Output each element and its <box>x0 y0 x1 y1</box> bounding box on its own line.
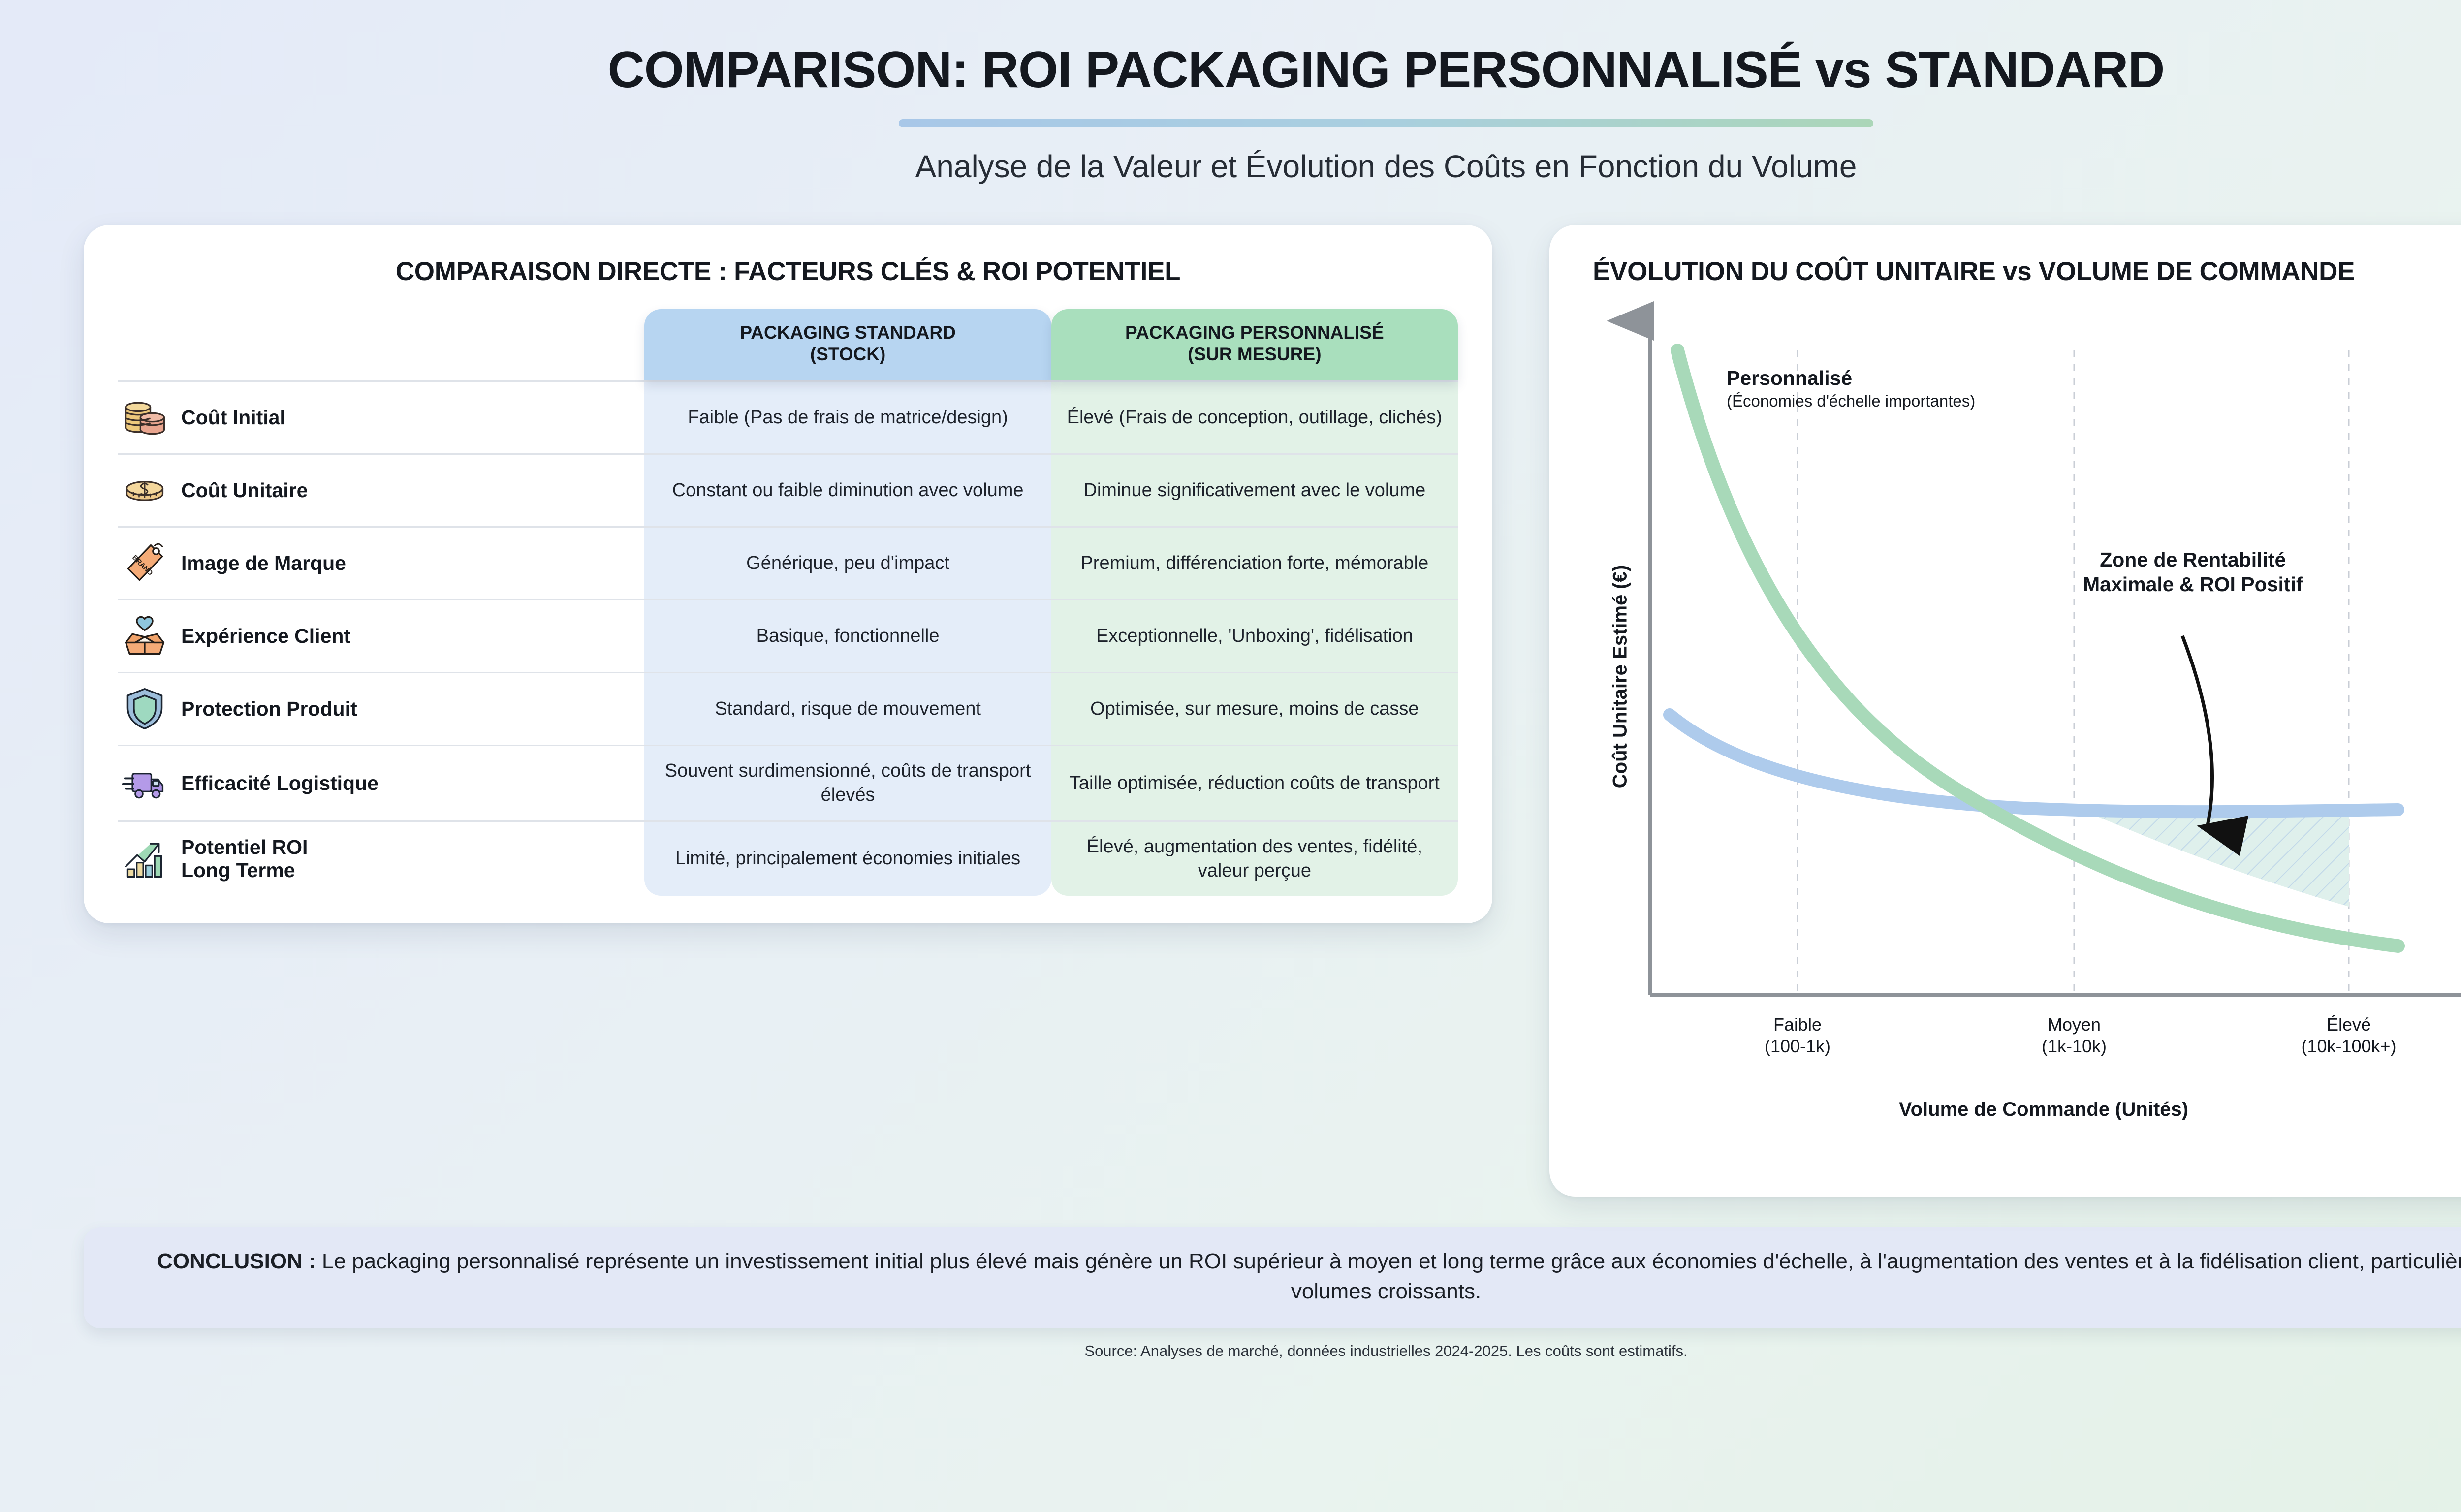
row-factor-cell: Expérience Client <box>118 599 644 672</box>
y-axis-title: Coût Unitaire Estimé (€) <box>1609 565 1631 788</box>
standard-value: Basique, fonctionnelle <box>644 599 1051 673</box>
table-row: Expérience Client Basique, fonctionnelle… <box>118 599 1458 673</box>
header-cell-factor <box>118 291 644 381</box>
row-factor-cell: Protection Produit <box>118 672 644 745</box>
zone-callout-arrow <box>2180 635 2249 856</box>
custom-value: Taille optimisée, réduction coûts de tra… <box>1051 745 1458 821</box>
open-box-heart-icon <box>125 616 165 655</box>
conclusion-box: CONCLUSION : Le packaging personnalisé r… <box>84 1227 2461 1328</box>
page-title: COMPARISON: ROI PACKAGING PERSONNALISÉ v… <box>607 41 2165 98</box>
shield-icon <box>126 688 163 730</box>
chart-area: Personnalisé (Économies d'échelle import… <box>1581 291 2461 1158</box>
standard-value: Limité, principalement économies initial… <box>644 821 1051 896</box>
row-factor-cell: Potentiel ROI Long Terme <box>118 821 644 896</box>
standard-cost-curve <box>1663 708 2404 819</box>
custom-header-line2: (SUR MESURE) <box>1188 344 1322 365</box>
table-row: Coût Initial Faible (Pas de frais de mat… <box>118 381 1458 454</box>
x-tick-eleve-range: (10k-100k+) <box>2301 1036 2397 1057</box>
table-row: Coût Unitaire Constant ou faible diminut… <box>118 454 1458 527</box>
table-row: Efficacité Logistique Souvent surdimensi… <box>118 745 1458 821</box>
custom-header-line1: PACKAGING PERSONNALISÉ <box>1125 322 1384 343</box>
custom-value: Optimisée, sur mesure, moins de casse <box>1051 672 1458 746</box>
factor-label: Coût Unitaire <box>181 478 308 502</box>
standard-value: Faible (Pas de frais de matrice/design) <box>644 381 1051 454</box>
standard-header-line2: (STOCK) <box>810 344 886 365</box>
standard-value: Constant ou faible diminution avec volum… <box>644 454 1051 527</box>
panels-row: COMPARAISON DIRECTE : FACTEURS CLÉS & RO… <box>0 185 2461 1197</box>
header-cell-standard: PACKAGING STANDARD (STOCK) <box>644 291 1051 381</box>
standard-value: Générique, peu d'impact <box>644 527 1051 600</box>
x-tick-moyen-label: Moyen <box>2047 1014 2101 1035</box>
table-header-row: PACKAGING STANDARD (STOCK) PACKAGING PER… <box>118 291 1458 381</box>
coins-stack-icon <box>125 402 165 435</box>
brand-tag-icon: BRAND <box>127 543 163 581</box>
table-row: Potentiel ROI Long Terme Limité, principa… <box>118 821 1458 896</box>
comparison-table-card: COMPARAISON DIRECTE : FACTEURS CLÉS & RO… <box>84 225 1492 924</box>
standard-header-line1: PACKAGING STANDARD <box>740 322 956 343</box>
zone-annotation-line1: Zone de Rentabilité <box>2100 548 2286 571</box>
comparison-table: PACKAGING STANDARD (STOCK) PACKAGING PER… <box>118 291 1458 896</box>
column-header-custom: PACKAGING PERSONNALISÉ (SUR MESURE) <box>1051 309 1458 380</box>
header-cell-custom: PACKAGING PERSONNALISÉ (SUR MESURE) <box>1051 291 1458 381</box>
series-name-custom: Personnalisé <box>1727 367 1853 390</box>
zone-annotation-line2: Maximale & ROI Positif <box>2083 573 2303 596</box>
factor-label: Efficacité Logistique <box>181 771 379 794</box>
x-axis-title: Volume de Commande (Unités) <box>1898 1099 2189 1121</box>
cost-evolution-chart-card: ÉVOLUTION DU COÛT UNITAIRE vs VOLUME DE … <box>1549 225 2461 1197</box>
comparison-table-title: COMPARAISON DIRECTE : FACTEURS CLÉS & RO… <box>395 257 1181 286</box>
x-tick-faible: Faible (100-1k) <box>1719 1014 1876 1057</box>
series-label-custom-top: Personnalisé (Économies d'échelle import… <box>1727 366 1975 411</box>
standard-value: Standard, risque de mouvement <box>644 672 1051 746</box>
row-factor-cell: Coût Unitaire <box>118 454 644 527</box>
title-divider <box>899 119 1873 128</box>
x-tick-faible-label: Faible <box>1773 1014 1822 1035</box>
factor-label: Expérience Client <box>181 624 351 647</box>
x-tick-moyen: Moyen (1k-10k) <box>1995 1014 2153 1057</box>
x-tick-eleve: Élevé (10k-100k+) <box>2270 1014 2428 1057</box>
row-factor-cell: BRAND Image de Marque <box>118 527 644 599</box>
x-tick-eleve-label: Élevé <box>2326 1014 2371 1035</box>
table-row: BRAND Image de Marque Générique, peu d'i… <box>118 527 1458 600</box>
series-sublabel-custom: (Économies d'échelle importantes) <box>1727 391 1976 410</box>
custom-cost-curve <box>1671 344 2405 953</box>
factor-label: Protection Produit <box>181 697 357 720</box>
custom-value: Diminue significativement avec le volume <box>1051 454 1458 527</box>
custom-value: Élevé (Frais de conception, outillage, c… <box>1051 381 1458 454</box>
x-tick-faible-range: (100-1k) <box>1764 1036 1831 1057</box>
page-header: COMPARISON: ROI PACKAGING PERSONNALISÉ v… <box>0 0 2461 185</box>
factor-label: Image de Marque <box>181 551 346 574</box>
column-header-standard: PACKAGING STANDARD (STOCK) <box>644 309 1051 380</box>
row-factor-cell: Coût Initial <box>118 381 644 454</box>
cost-curves-svg <box>1607 301 2461 998</box>
custom-value: Premium, différenciation forte, mémorabl… <box>1051 527 1458 600</box>
growth-chart-arrow-icon <box>125 843 162 878</box>
chart-title: ÉVOLUTION DU COÛT UNITAIRE vs VOLUME DE … <box>1593 257 2355 286</box>
standard-value: Souvent surdimensionné, coûts de transpo… <box>644 745 1051 821</box>
zone-annotation: Zone de Rentabilité Maximale & ROI Posit… <box>2083 547 2303 597</box>
custom-value: Exceptionnelle, 'Unboxing', fidélisation <box>1051 599 1458 673</box>
row-factor-cell: Efficacité Logistique <box>118 745 644 821</box>
custom-value: Élevé, augmentation des ventes, fidélité… <box>1051 821 1458 896</box>
profit-zone-hatch <box>2083 811 2349 907</box>
factor-label: Coût Initial <box>181 406 285 429</box>
table-row: Protection Produit Standard, risque de m… <box>118 672 1458 746</box>
page-subtitle: Analyse de la Valeur et Évolution des Co… <box>915 149 1857 185</box>
conclusion-text: Le packaging personnalisé représente un … <box>316 1249 2461 1304</box>
delivery-truck-icon <box>122 773 164 799</box>
x-tick-moyen-range: (1k-10k) <box>2041 1036 2107 1057</box>
coin-dollar-icon <box>126 481 164 502</box>
source-note: Source: Analyses de marché, données indu… <box>1084 1342 1688 1359</box>
conclusion-label: CONCLUSION : <box>157 1249 316 1274</box>
factor-label: Potentiel ROI Long Terme <box>181 836 308 882</box>
